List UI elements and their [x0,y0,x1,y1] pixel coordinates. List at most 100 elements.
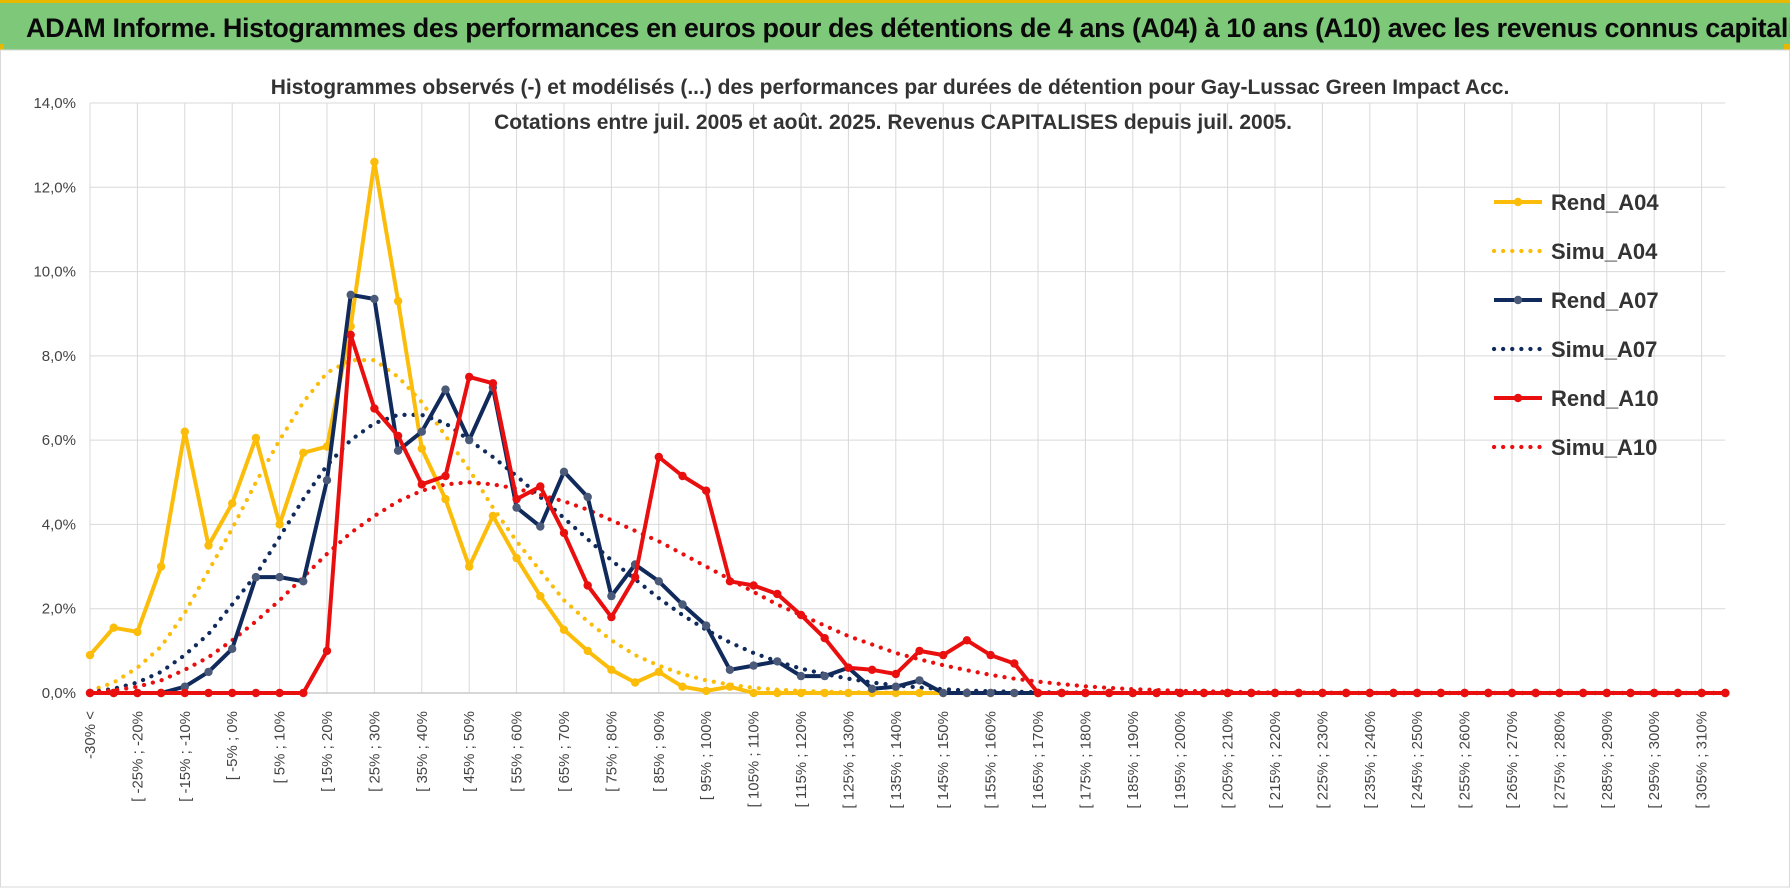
data-point [1484,688,1493,698]
legend-item-rend-a04: Rend_A04 [1494,190,1659,215]
y-tick-label: 4,0% [42,516,76,533]
x-tick-label: [ 135% ; 140% [888,711,905,809]
data-point [678,600,687,609]
data-point [559,625,569,634]
data-point [1341,688,1351,698]
data-point [180,682,189,691]
legend-label: Rend_A10 [1551,386,1659,411]
data-point [773,589,782,599]
data-point [465,562,474,571]
data-point [1531,688,1540,698]
data-point [1270,688,1280,698]
data-point [1010,659,1019,668]
page-title: ADAM Informe. Histogrammes des performan… [26,13,1790,43]
data-point [417,427,426,436]
data-point [654,667,663,677]
data-point [915,646,924,656]
x-tick-label: [ 245% ; 250% [1409,711,1426,809]
x-tick-label: [ 105% ; 110% [746,711,763,807]
data-point [299,577,308,586]
data-point [915,688,924,698]
data-point [583,646,592,656]
data-point [820,634,829,643]
x-tick-label: [ 85% ; 90% [651,711,668,792]
data-point [393,446,403,455]
data-point [156,562,166,571]
data-point [488,379,498,388]
x-tick-label: [ 295% ; 300% [1646,711,1663,809]
data-point [109,623,118,632]
data-point [346,290,355,299]
data-point [583,492,592,502]
x-tick-label: [ 305% ; 310% [1694,711,1711,809]
x-tick-label: [ 275% ; 280% [1551,711,1568,809]
legend-label: Rend_A07 [1551,288,1659,313]
x-tick-label: [ 65% ; 70% [556,711,573,792]
data-point [156,688,166,698]
data-point [1389,688,1398,698]
data-point [820,688,829,698]
data-point [867,665,877,674]
y-tick-label: 10,0% [33,264,76,281]
data-point [275,688,284,698]
data-point [1199,688,1209,698]
data-point [1721,688,1730,698]
simu-a07-line [87,412,1728,696]
x-tick-label: -30% < [82,711,99,759]
data-point [204,688,213,698]
x-tick-label: [ 95% ; 100% [698,711,715,800]
x-tick-label: [ 165% ; 170% [1030,711,1047,809]
data-point [559,528,569,538]
x-tick-label: [ 35% ; 40% [414,711,431,792]
chart-title-line1: Histogrammes observés (-) et modélisés (… [271,76,1510,99]
data-point [1697,688,1706,698]
data-point [986,650,995,660]
data-point [773,688,782,698]
data-point [1247,688,1256,698]
data-point [109,688,118,698]
legend-item-simu-a04: Simu_A04 [1491,239,1658,264]
legend-label: Rend_A04 [1551,190,1659,215]
data-point [559,467,569,476]
data-point [393,296,403,306]
x-tick-label: [ 55% ; 60% [509,711,526,792]
data-point [820,671,829,681]
data-point [891,682,900,691]
legend-marker [1513,295,1523,305]
data-point [607,665,616,674]
data-point [536,522,545,531]
x-tick-label: [ 225% ; 230% [1314,711,1331,809]
data-point [630,678,640,687]
data-point [891,669,900,679]
rend-a07-series [85,290,1730,698]
data-point [962,688,972,698]
data-point [867,684,877,693]
data-point [85,650,95,660]
data-point [1413,688,1422,698]
data-point [299,448,308,457]
data-point [962,636,972,645]
series-lines [85,157,1730,698]
data-point [1555,688,1564,698]
data-point [204,541,213,550]
data-point [228,499,237,508]
data-point [370,404,379,413]
data-point [180,688,189,698]
data-point [583,581,592,590]
data-point [796,688,806,698]
data-point [512,553,521,563]
data-point [275,572,284,582]
data-point [607,591,616,601]
x-axis-ticks: -30% < [ -25% ; -20% [ -15% ; -10% [ -5% ; … [82,711,1711,809]
data-point [417,480,426,489]
data-point [796,610,806,620]
data-point [773,657,782,666]
data-point [465,435,474,445]
data-point [1673,688,1683,698]
simu-a10-line [87,480,1728,696]
x-tick-label: [ 125% ; 130% [840,711,857,809]
data-point [678,471,687,481]
data-point [251,572,261,582]
data-point [702,486,711,495]
